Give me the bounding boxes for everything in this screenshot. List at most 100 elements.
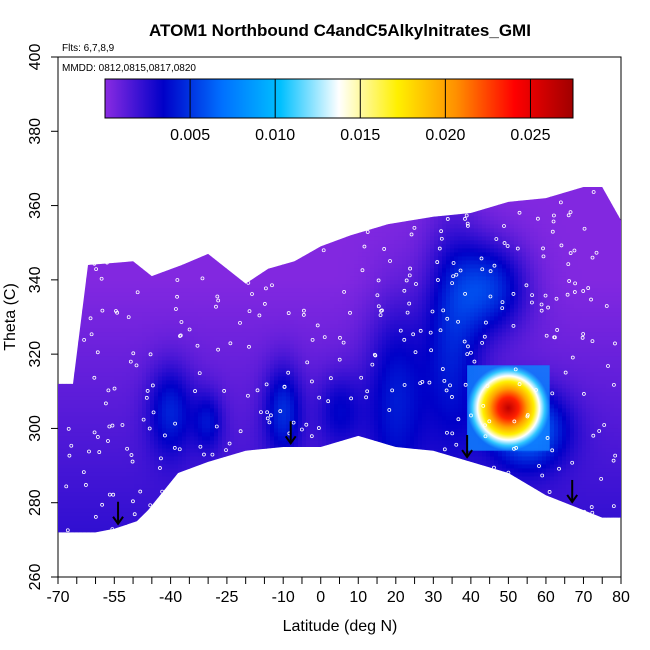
heatmap-cell [242, 440, 247, 445]
heatmap-cell [118, 524, 123, 529]
heatmap-cell [142, 504, 147, 509]
heatmap-cell [210, 404, 215, 409]
heatmap-cell [126, 512, 131, 517]
heatmap-cell [138, 308, 143, 313]
heatmap-cell [238, 416, 243, 421]
heatmap-cell [206, 368, 211, 373]
heatmap-cell [162, 444, 167, 449]
heatmap-cell [78, 288, 83, 293]
heatmap-cell [114, 344, 119, 349]
heatmap-cell [94, 412, 99, 417]
heatmap-cell [230, 264, 235, 269]
heatmap-cell [70, 524, 75, 529]
heatmap-cell [158, 288, 163, 293]
heatmap-cell [86, 468, 91, 473]
heatmap-cell [66, 500, 71, 505]
heatmap-cell [130, 384, 135, 389]
heatmap-cell [114, 540, 118, 544]
heatmap-cell [234, 364, 239, 369]
heatmap-cell [246, 344, 251, 349]
heatmap-cell [134, 412, 139, 417]
heatmap-cell [86, 476, 91, 481]
heatmap-cell [70, 308, 75, 313]
heatmap-cell [74, 428, 79, 433]
heatmap-cell [214, 336, 219, 341]
heatmap-cell [130, 208, 135, 213]
heatmap-cell [166, 304, 171, 309]
heatmap-cell [70, 492, 75, 497]
heatmap-cell [198, 532, 202, 536]
heatmap-cell [86, 376, 91, 381]
heatmap-cell [206, 508, 211, 513]
heatmap-cell [102, 460, 107, 465]
heatmap-cell [94, 468, 99, 473]
heatmap-cell [238, 172, 242, 176]
heatmap-cell [114, 296, 119, 301]
heatmap-cell [226, 484, 231, 489]
heatmap-cell [190, 180, 194, 184]
heatmap-cell [114, 324, 119, 329]
heatmap-cell [250, 232, 255, 237]
heatmap-cell [234, 208, 239, 213]
heatmap-cell [134, 292, 139, 297]
heatmap-cell [126, 276, 131, 281]
heatmap-cell [202, 356, 207, 361]
heatmap-cell [62, 188, 67, 193]
heatmap-cell [70, 496, 75, 501]
heatmap-cell [262, 220, 267, 225]
heatmap-cell [226, 260, 231, 265]
heatmap-cell [62, 288, 67, 293]
heatmap-cell [150, 416, 155, 421]
heatmap-cell [134, 280, 139, 285]
heatmap-cell [178, 176, 182, 180]
heatmap-cell [170, 500, 175, 505]
heatmap-cell [118, 372, 123, 377]
heatmap-cell [186, 280, 191, 285]
heatmap-cell [186, 440, 191, 445]
heatmap-cell [150, 324, 155, 329]
heatmap-cell [262, 404, 267, 409]
heatmap-cell [174, 188, 179, 193]
heatmap-cell [198, 432, 203, 437]
heatmap-cell [266, 328, 271, 333]
heatmap-cell [170, 208, 175, 213]
heatmap-cell [202, 480, 207, 485]
heatmap-cell [174, 504, 179, 509]
heatmap-cell [250, 324, 255, 329]
heatmap-cell [126, 524, 131, 529]
heatmap-cell [226, 276, 231, 281]
heatmap-cell [254, 340, 259, 345]
heatmap-cell [158, 280, 163, 285]
heatmap-cell [82, 372, 87, 377]
heatmap-cell [218, 504, 223, 509]
heatmap-cell [142, 356, 147, 361]
heatmap-cell [206, 424, 211, 429]
heatmap-cell [226, 336, 231, 341]
heatmap-cell [82, 364, 87, 369]
heatmap-cell [162, 187, 167, 189]
heatmap-cell [166, 432, 171, 437]
heatmap-cell [70, 456, 75, 461]
heatmap-cell [130, 260, 135, 265]
heatmap-cell [246, 400, 251, 405]
heatmap-cell [102, 520, 107, 525]
heatmap-cell [62, 328, 67, 333]
heatmap-cell [82, 420, 87, 425]
heatmap-cell [98, 180, 102, 184]
heatmap-cell [166, 508, 171, 513]
heatmap-cell [90, 424, 95, 429]
heatmap-cell [242, 508, 247, 513]
heatmap-cell [122, 300, 127, 305]
heatmap-cell [150, 200, 155, 205]
heatmap-cell [178, 508, 183, 513]
heatmap-cell [182, 172, 186, 176]
heatmap-cell [90, 396, 95, 401]
heatmap-cell [158, 436, 163, 441]
heatmap-cell [202, 340, 207, 345]
heatmap-cell [242, 528, 247, 533]
heatmap-cell [194, 284, 199, 289]
heatmap-cell [62, 484, 67, 489]
heatmap-cell [182, 308, 187, 313]
heatmap-cell [258, 420, 263, 425]
heatmap-cell [58, 232, 63, 237]
